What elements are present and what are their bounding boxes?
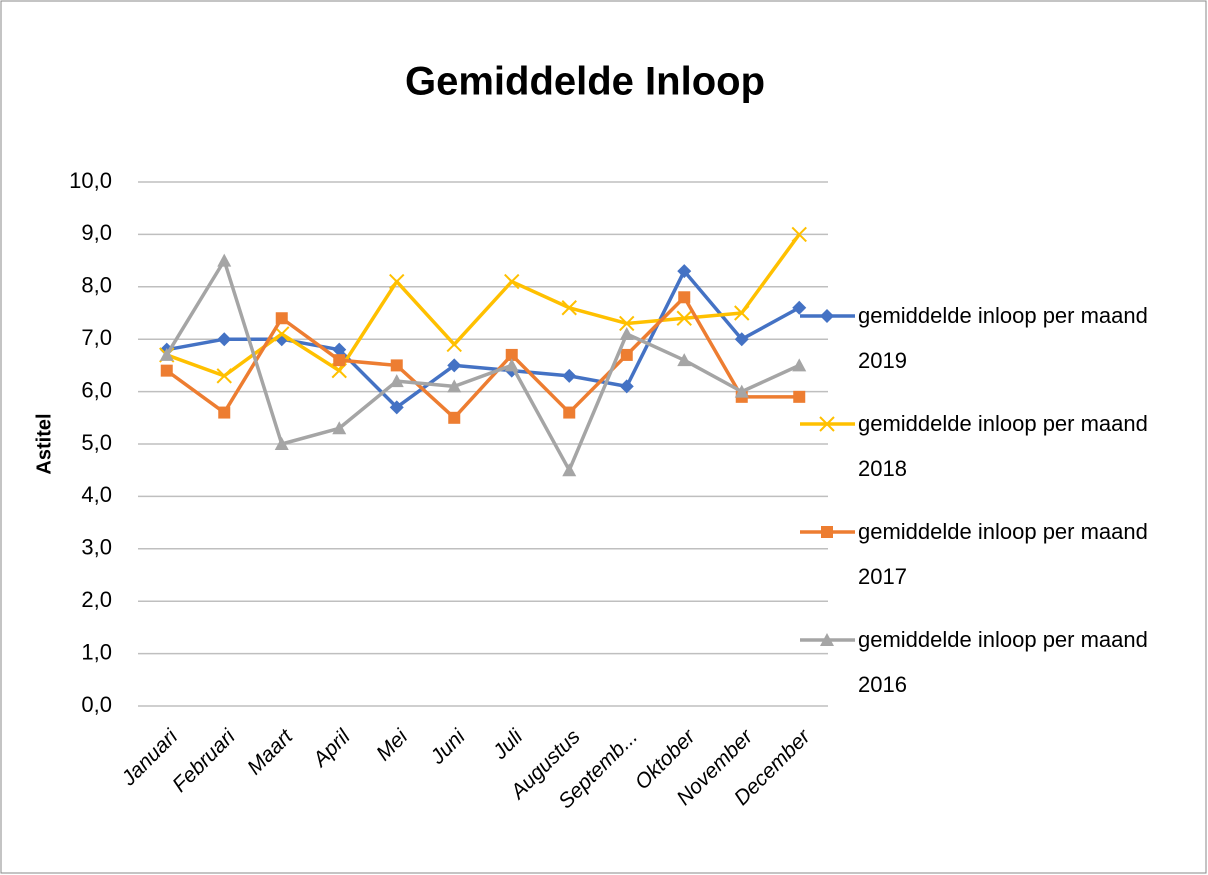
marker — [504, 358, 519, 372]
marker — [447, 379, 462, 393]
y-tick-label: 4,0 — [81, 482, 112, 507]
marker — [676, 310, 692, 326]
legend-label: gemiddelde inloop per maand 2019 — [858, 303, 1148, 373]
y-tick-label: 3,0 — [81, 535, 112, 560]
y-tick-label: 8,0 — [81, 273, 112, 298]
marker — [218, 406, 231, 419]
marker — [677, 264, 692, 279]
series-line — [165, 258, 800, 472]
marker — [819, 416, 835, 432]
marker — [562, 368, 577, 383]
series — [160, 291, 806, 424]
marker — [389, 400, 404, 415]
marker — [821, 526, 833, 538]
marker — [217, 332, 232, 347]
marker — [563, 406, 576, 419]
marker — [389, 374, 404, 388]
marker — [793, 390, 806, 403]
series — [159, 253, 807, 477]
marker — [274, 437, 289, 450]
marker — [734, 332, 749, 347]
marker — [677, 353, 692, 367]
legend-label: gemiddelde inloop per maand 2018 — [858, 411, 1148, 481]
marker — [734, 305, 750, 321]
chart-title: Gemiddelde Inloop — [405, 60, 765, 104]
marker — [561, 300, 577, 316]
y-tick-label: 1,0 — [81, 639, 112, 664]
marker — [792, 300, 807, 315]
y-tick-label: 0,0 — [81, 692, 112, 717]
marker — [216, 368, 232, 384]
y-axis-title: Astitel — [33, 413, 55, 474]
marker — [448, 411, 461, 424]
marker — [619, 379, 634, 394]
y-tick-label: 10,0 — [69, 168, 112, 193]
marker — [217, 253, 232, 267]
marker — [504, 273, 520, 290]
marker — [446, 336, 462, 353]
marker — [620, 348, 633, 361]
marker — [562, 463, 577, 477]
series-line — [165, 295, 800, 420]
marker — [159, 347, 174, 361]
legend-label: gemiddelde inloop per maand 2016 — [858, 627, 1148, 697]
marker — [791, 226, 807, 243]
marker — [678, 291, 691, 304]
marker — [505, 348, 518, 361]
marker — [390, 359, 403, 372]
marker — [820, 633, 834, 646]
y-tick-label: 2,0 — [81, 587, 112, 612]
marker — [275, 312, 288, 325]
marker — [820, 309, 834, 323]
marker — [619, 326, 634, 340]
y-tick-label: 5,0 — [81, 430, 112, 455]
marker — [332, 342, 347, 357]
marker — [619, 315, 635, 332]
y-tick-label: 6,0 — [81, 377, 112, 402]
marker — [332, 421, 347, 435]
y-tick-label: 7,0 — [81, 325, 112, 350]
marker — [389, 273, 405, 290]
marker — [274, 326, 290, 342]
y-tick-label: 9,0 — [81, 220, 112, 245]
marker — [447, 358, 462, 373]
marker — [333, 354, 346, 367]
marker — [792, 358, 807, 372]
marker — [160, 364, 173, 377]
marker — [734, 384, 749, 398]
legend-label: gemiddelde inloop per maand 2017 — [858, 519, 1148, 589]
